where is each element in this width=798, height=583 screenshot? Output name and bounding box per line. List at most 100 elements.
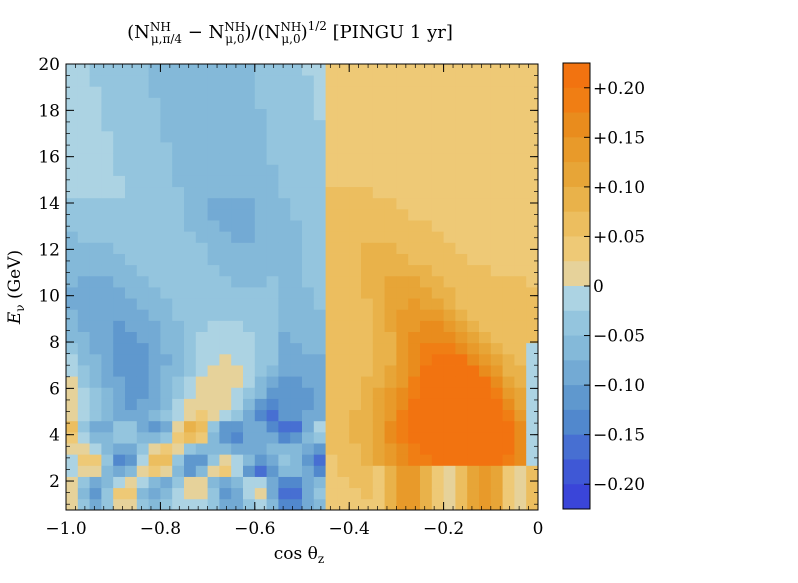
heatmap-cell <box>101 175 114 188</box>
heatmap-cell <box>325 142 338 154</box>
heatmap-cell <box>514 197 527 210</box>
heatmap-cell <box>148 476 161 489</box>
heatmap-cell <box>195 119 208 132</box>
heatmap-cell <box>136 142 149 154</box>
heatmap-cell <box>302 275 315 288</box>
heatmap-cell <box>136 431 149 444</box>
heatmap-cell <box>302 398 315 411</box>
heatmap-cell <box>148 376 161 388</box>
heatmap-cell <box>372 186 385 199</box>
x-tick-label: −1.0 <box>45 519 86 539</box>
heatmap-cell <box>207 409 220 422</box>
heatmap-cell <box>337 376 350 388</box>
heatmap-cell <box>361 431 374 444</box>
heatmap-cell <box>420 119 433 132</box>
heatmap-cell <box>89 420 102 433</box>
heatmap-cell <box>526 175 539 188</box>
heatmap-cell <box>443 108 456 121</box>
heatmap-cell <box>372 142 385 154</box>
heatmap-cell <box>455 186 468 199</box>
heatmap-cell <box>420 253 433 266</box>
heatmap-cell <box>66 208 79 221</box>
heatmap-cell <box>136 164 149 176</box>
heatmap-cell <box>396 264 409 277</box>
heatmap-cell <box>66 142 79 154</box>
heatmap-cell <box>290 443 303 455</box>
heatmap-cell <box>396 142 409 154</box>
heatmap-cell <box>243 443 256 455</box>
heatmap-cell <box>136 275 149 288</box>
heatmap-cell <box>420 398 433 411</box>
heatmap-cell <box>455 130 468 143</box>
heatmap-cell <box>443 164 456 176</box>
heatmap-cell <box>514 476 527 489</box>
heatmap-cell <box>479 376 492 388</box>
heatmap-cell <box>349 197 362 210</box>
heatmap-cell <box>172 186 185 199</box>
y-tick-label: 18 <box>38 101 60 121</box>
heatmap-cell <box>514 409 527 422</box>
heatmap-cell <box>195 365 208 377</box>
heatmap-cell <box>290 287 303 299</box>
heatmap-cell <box>77 86 90 98</box>
heatmap-cell <box>479 153 492 165</box>
heatmap-cell <box>101 253 114 266</box>
heatmap-cell <box>431 242 444 254</box>
heatmap-cell <box>337 487 350 500</box>
heatmap-cell <box>207 164 220 176</box>
heatmap-cell <box>408 231 421 243</box>
heatmap-cell <box>66 320 79 332</box>
heatmap-cell <box>349 387 362 399</box>
heatmap-cell <box>337 353 350 366</box>
heatmap-cell <box>254 365 267 377</box>
heatmap-cell <box>490 431 503 444</box>
heatmap-cell <box>89 175 102 188</box>
heatmap-cell <box>349 287 362 299</box>
heatmap-cell <box>231 365 244 377</box>
heatmap-cell <box>431 320 444 332</box>
heatmap-cell <box>266 353 279 366</box>
heatmap-cell <box>207 476 220 489</box>
x-tick-label: −0.6 <box>234 519 275 539</box>
heatmap-cell <box>77 443 90 455</box>
heatmap-cell <box>455 142 468 154</box>
heatmap-cell <box>254 153 267 165</box>
heatmap-cell <box>290 208 303 221</box>
heatmap-cell <box>337 465 350 477</box>
heatmap-cell <box>514 353 527 366</box>
heatmap-cell <box>455 476 468 489</box>
heatmap-cell <box>408 443 421 455</box>
heatmap-cell <box>479 220 492 232</box>
heatmap-cell <box>231 353 244 366</box>
heatmap-cell <box>136 476 149 489</box>
heatmap-cell <box>502 253 515 266</box>
heatmap-cell <box>266 409 279 422</box>
heatmap-cell <box>125 231 138 243</box>
heatmap-cell <box>254 331 267 344</box>
heatmap-cell <box>396 454 409 466</box>
heatmap-cell <box>89 186 102 199</box>
heatmap-cell <box>77 465 90 477</box>
heatmap-cell <box>77 487 90 500</box>
heatmap-cell <box>431 220 444 232</box>
heatmap-cell <box>231 320 244 332</box>
heatmap-cell <box>325 443 338 455</box>
heatmap-cell <box>325 365 338 377</box>
heatmap-cell <box>231 197 244 210</box>
heatmap-cell <box>526 465 539 477</box>
heatmap-cell <box>266 309 279 321</box>
heatmap-cell <box>89 130 102 143</box>
heatmap-cell <box>313 443 326 455</box>
heatmap-cell <box>302 197 315 210</box>
heatmap-cell <box>443 220 456 232</box>
heatmap-cell <box>372 420 385 433</box>
heatmap-cell <box>125 498 138 511</box>
heatmap-cell <box>514 298 527 310</box>
heatmap-cell <box>254 175 267 188</box>
heatmap-cell <box>66 476 79 489</box>
heatmap-cell <box>313 86 326 98</box>
heatmap-cell <box>136 287 149 299</box>
heatmap-cell <box>184 175 197 188</box>
heatmap-cell <box>278 353 291 366</box>
heatmap-cell <box>278 365 291 377</box>
